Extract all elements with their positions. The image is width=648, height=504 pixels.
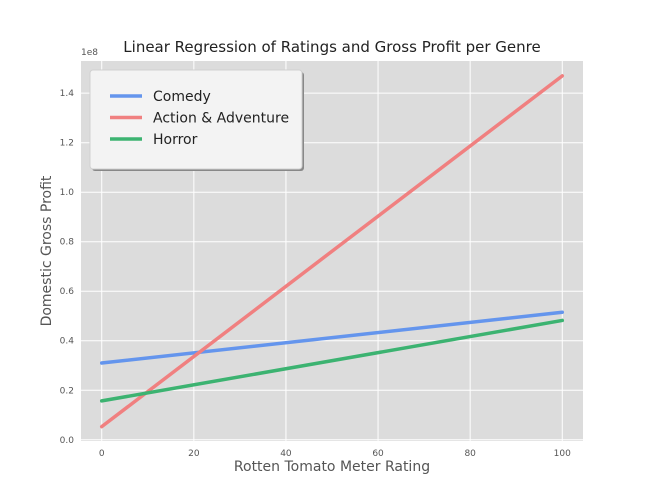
- legend-box: [89, 69, 303, 170]
- x-tick-label: 40: [280, 449, 292, 459]
- legend-label: Action & Adventure: [153, 111, 289, 127]
- y-tick-label: 0.4: [60, 337, 75, 347]
- x-tick-label: 60: [372, 449, 384, 459]
- x-tick-label: 80: [464, 449, 476, 459]
- y-tick-label: 1.4: [60, 89, 75, 99]
- series-line-1: [99, 74, 565, 429]
- legend: Comedy Action & Adventure Horror: [89, 69, 304, 171]
- y-multiplier-label: 1e8: [81, 48, 98, 58]
- y-tick-label: 0.8: [60, 238, 75, 248]
- y-tick-label: 0.6: [60, 287, 75, 297]
- legend-label: Comedy: [153, 89, 211, 105]
- tick-labels: 0 20 40 60 80 100 0.0 0.2 0.4 0.6 0.8 1.0 1.2 1.4: [60, 89, 571, 459]
- x-tick-label: 0: [99, 449, 105, 459]
- chart-title: Linear Regression of Ratings and Gross P…: [123, 38, 540, 56]
- y-tick-label: 0.0: [60, 436, 75, 446]
- series-line-2: [99, 318, 565, 403]
- x-axis-label: Rotten Tomato Meter Rating: [234, 459, 430, 475]
- y-tick-label: 1.0: [60, 188, 75, 198]
- series-line-0: [99, 310, 565, 365]
- x-tick-label: 100: [554, 449, 571, 459]
- y-tick-label: 1.2: [60, 139, 74, 149]
- y-tick-label: 0.2: [60, 386, 74, 396]
- x-tick-label: 20: [188, 449, 200, 459]
- y-axis-label: Domestic Gross Profit: [39, 175, 55, 326]
- series-lines: [99, 74, 565, 429]
- legend-label: Horror: [153, 132, 198, 148]
